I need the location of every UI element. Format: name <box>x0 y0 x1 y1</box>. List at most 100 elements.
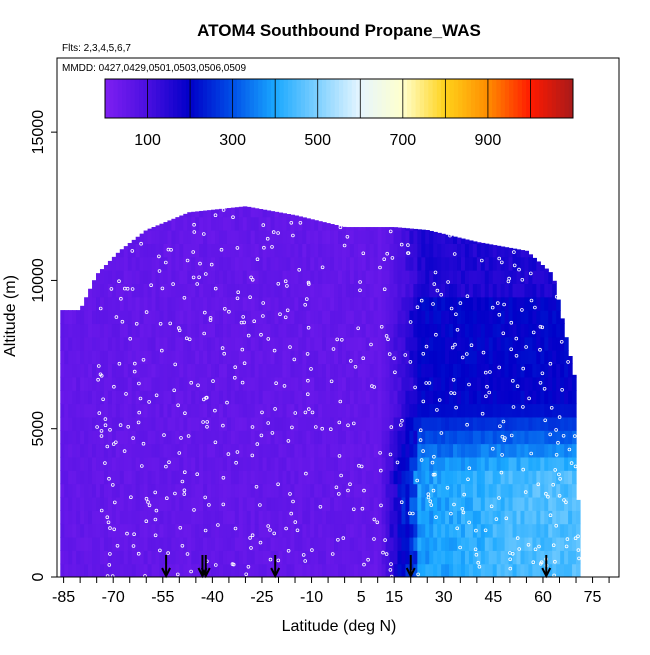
heat-cell <box>472 310 478 325</box>
sample-point <box>450 345 455 350</box>
heat-cell <box>457 416 462 431</box>
heat-cell <box>341 256 347 271</box>
heat-cell <box>460 483 466 498</box>
heat-cell <box>270 296 276 311</box>
heat-cell <box>488 310 494 325</box>
heat-cell <box>191 510 196 525</box>
heat-cell <box>401 430 407 445</box>
heat-cell <box>270 416 276 431</box>
heat-cell <box>429 323 434 338</box>
heat-cell <box>171 256 176 271</box>
heat-cell <box>258 390 264 405</box>
heat-cell <box>175 283 180 298</box>
heat-cell <box>151 416 157 431</box>
heat-cell <box>330 483 335 498</box>
heat-cell <box>99 403 105 418</box>
heat-cell <box>250 510 256 525</box>
sample-point <box>189 569 193 574</box>
heat-cell <box>230 496 236 511</box>
heat-cell <box>115 336 121 351</box>
sample-point <box>382 287 387 292</box>
heat-cell <box>92 363 97 378</box>
sample-point <box>379 324 384 329</box>
heat-cell <box>258 350 264 365</box>
heat-cell <box>389 256 395 271</box>
heat-cell <box>472 496 478 511</box>
heat-cell <box>365 523 371 538</box>
heat-cell <box>310 256 315 271</box>
heat-cell <box>520 563 526 577</box>
heat-cell <box>377 510 383 525</box>
heat-cell <box>207 296 212 311</box>
heat-cell <box>111 563 117 577</box>
sample-point <box>458 545 462 550</box>
heat-cell <box>385 443 391 458</box>
heat-cell <box>520 523 526 538</box>
sample-point <box>562 498 566 502</box>
y-tick-label: 0 <box>30 572 47 581</box>
heat-cell <box>222 296 228 311</box>
heat-cell <box>433 550 438 565</box>
heat-cell <box>111 403 117 418</box>
heat-cell <box>179 443 184 458</box>
sample-point <box>520 308 524 312</box>
heat-cell <box>330 563 335 577</box>
sample-point <box>107 563 112 567</box>
heat-cell <box>548 336 553 351</box>
heat-cell <box>433 283 438 298</box>
heat-cell <box>512 496 518 511</box>
heat-cell <box>218 416 224 431</box>
sample-point <box>108 427 112 432</box>
heat-cell <box>524 390 530 405</box>
heat-cell <box>377 536 383 551</box>
heat-cell <box>310 336 315 351</box>
heat-cell <box>544 416 549 431</box>
heat-cell <box>556 310 561 325</box>
heat-cell <box>500 403 506 418</box>
heat-cell <box>389 270 395 284</box>
heat-cell <box>151 296 157 311</box>
heat-cell <box>397 376 403 391</box>
heat-cell <box>492 563 498 577</box>
colorbar-swatch <box>287 79 293 118</box>
heat-cell <box>572 416 577 431</box>
heat-cell <box>195 310 200 325</box>
heat-cell <box>76 310 81 325</box>
heat-cell <box>572 510 577 525</box>
heat-cell <box>286 470 291 485</box>
sample-point <box>248 536 252 540</box>
heat-cell <box>290 256 295 271</box>
heat-cell <box>449 403 454 418</box>
heat-cell <box>175 376 180 391</box>
heat-cell <box>246 363 252 378</box>
sample-point <box>173 491 177 496</box>
heat-cell <box>365 430 371 445</box>
heat-cell <box>536 496 541 511</box>
heat-cell <box>330 523 335 538</box>
heat-cell <box>286 323 291 338</box>
heat-cell <box>211 443 216 458</box>
heat-cell <box>230 310 236 325</box>
heat-cell <box>381 243 387 258</box>
heat-cell <box>349 443 355 458</box>
heat-cell <box>96 523 101 538</box>
heat-cell <box>361 310 367 325</box>
heat-cell <box>151 283 157 298</box>
heat-cell <box>492 390 498 405</box>
heat-cell <box>262 510 268 525</box>
heat-cell <box>151 510 157 525</box>
heat-cell <box>250 283 256 298</box>
heat-cell <box>286 483 291 498</box>
heat-cell <box>468 496 474 511</box>
heat-cell <box>433 456 438 471</box>
heat-cell <box>294 456 299 471</box>
heat-cell <box>476 483 482 498</box>
heat-cell <box>119 523 125 538</box>
heat-cell <box>334 323 339 338</box>
heat-cell <box>195 403 200 418</box>
sample-point <box>543 418 547 423</box>
heat-cell <box>536 261 541 271</box>
sample-point <box>244 572 249 577</box>
y-axis-label: Altitude (m) <box>2 275 19 357</box>
heat-cell <box>191 211 196 218</box>
